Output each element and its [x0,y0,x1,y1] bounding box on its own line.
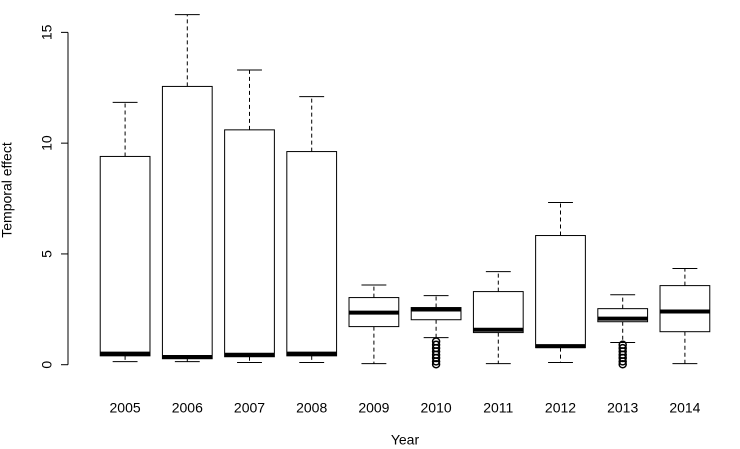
x-tick-label: 2006 [172,400,203,416]
box [472,291,524,334]
box [597,308,649,323]
x-tick-label: 2011 [483,400,513,416]
outlier [431,340,441,350]
outlier [431,360,441,369]
box [99,155,151,357]
y-tick-label: 10 [39,135,55,151]
x-tick-label: 2012 [545,400,576,416]
box [224,129,275,358]
outlier [618,343,627,353]
box [659,285,711,333]
x-tick-label: 2013 [607,400,638,416]
y-tick-label: 0 [39,361,55,369]
x-axis-label: Year [391,432,420,448]
outlier [618,340,627,350]
x-tick-label: 2005 [110,400,141,416]
outlier [431,337,441,346]
x-tick-label: 2009 [358,400,389,416]
y-axis-label: Temporal effect [0,142,15,238]
x-tick-label: 2014 [669,400,700,416]
box [161,85,213,360]
outlier [618,360,627,369]
box [286,151,338,357]
y-tick-label: 15 [39,24,55,40]
box [535,235,586,349]
x-tick-label: 2007 [234,400,265,416]
y-tick-label: 5 [39,250,55,258]
x-tick-label: 2008 [296,400,327,416]
x-tick-label: 2010 [421,400,452,416]
